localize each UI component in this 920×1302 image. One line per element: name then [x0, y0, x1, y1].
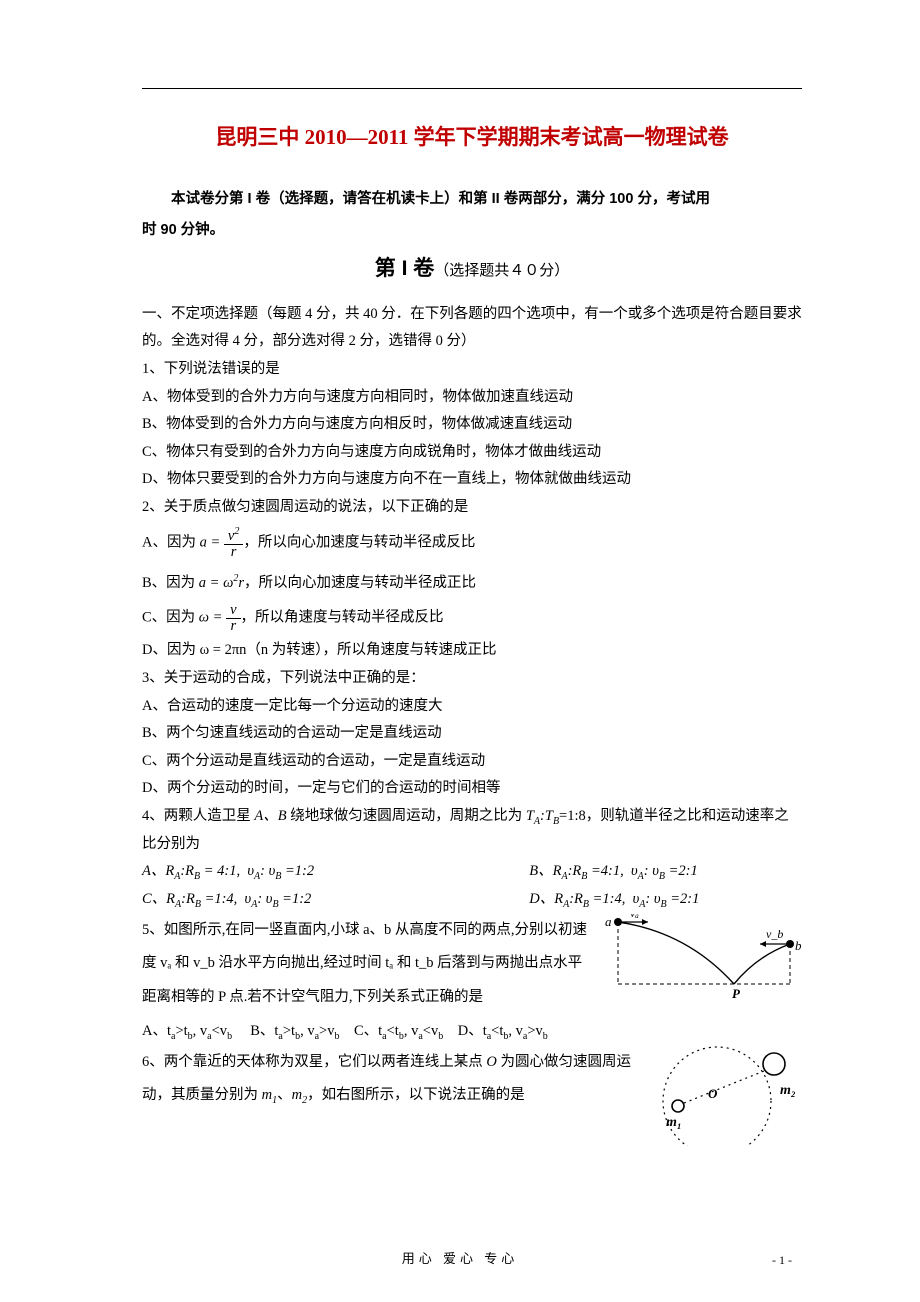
q2-a-fraction: v2r — [224, 527, 243, 559]
section-1-bold: 第 I 卷 — [375, 257, 435, 280]
q2-b-post: ，所以向心加速度与转动半径成正比 — [244, 575, 476, 591]
q2-opt-b: B、因为 a = ω2r，所以向心加速度与转动半径成正比 — [142, 569, 802, 597]
mcq-instruction: 一、不定项选择题（每题 4 分，共 40 分．在下列各题的四个选项中，有一个或多… — [142, 301, 802, 356]
q6-label-o: O — [708, 1086, 718, 1101]
q2-c-post: ，所以角速度与转动半径成反比 — [241, 610, 444, 626]
q2-a-formula: a = — [200, 535, 224, 551]
q1-opt-a: A、物体受到的合外力方向与速度方向相同时，物体做加速直线运动 — [142, 384, 802, 412]
header-rule — [142, 88, 802, 89]
page-title: 昆明三中 2010—2011 学年下学期期末考试高一物理试卷 — [142, 118, 802, 158]
q2-stem: 2、关于质点做匀速圆周运动的说法，以下正确的是 — [142, 494, 802, 522]
q2-opt-a: A、因为 a = v2r，所以向心加速度与转动半径成反比 — [142, 527, 802, 559]
q6-diagram: O m₁ m₂ — [652, 1046, 802, 1146]
q2-b-pre: B、因为 — [142, 575, 199, 591]
q4-row2: C、RA:RB =1:4, υA: υB =1:2 D、RA:RB =1:4, … — [142, 886, 802, 914]
footer-text: 用心 爱心 专心 — [402, 1251, 519, 1266]
q3-opt-b: B、两个匀速直线运动的合运动一定是直线运动 — [142, 720, 802, 748]
q2-c-fraction: vr — [226, 603, 240, 633]
q4-stem: 4、两颗人造卫星 A、B 绕地球做匀速圆周运动，周期之比为 TA:TB=1:8，… — [142, 803, 802, 858]
q2-b-formula: a = ω2r — [199, 575, 244, 591]
q4-opt-a: A、RA:RB = 4:1, υA: υB =1:2 — [142, 858, 442, 886]
q3-stem: 3、关于运动的合成，下列说法中正确的是： — [142, 665, 802, 693]
q1-opt-b: B、物体受到的合外力方向与速度方向相反时，物体做减速直线运动 — [142, 411, 802, 439]
q3-opt-d: D、两个分运动的时间，一定与它们的合运动的时间相等 — [142, 775, 802, 803]
q3-opt-a: A、合运动的速度一定比每一个分运动的速度大 — [142, 693, 802, 721]
q6-stem-m2: m2 — [292, 1087, 307, 1103]
q5-label-p: P — [732, 986, 741, 1000]
q1-opt-c: C、物体只有受到的合外力方向与速度方向成锐角时，物体才做曲线运动 — [142, 439, 802, 467]
q6-label-m2: m₂ — [780, 1083, 796, 1098]
exam-intro-line2: 时 90 分钟。 — [142, 217, 802, 245]
q2-c-formula-lhs: ω = — [199, 610, 226, 626]
q2-opt-c: C、因为 ω = vr，所以角速度与转动半径成反比 — [142, 603, 802, 633]
q2-d-text: D、因为 ω = 2πn（n 为转速），所以角速度与转速成正比 — [142, 642, 497, 658]
page-number: - 1 - — [772, 1249, 792, 1272]
q6-stem-m1: m1 — [262, 1087, 277, 1103]
q4-row1: A、RA:RB = 4:1, υA: υB =1:2 B、RA:RB =4:1,… — [142, 858, 802, 886]
q2-a-post: ，所以向心加速度与转动半径成反比 — [243, 535, 475, 551]
q1-opt-d: D、物体只要受到的合外力方向与速度方向不在一直线上，物体就做曲线运动 — [142, 466, 802, 494]
q2-opt-d: D、因为 ω = 2πn（n 为转速），所以角速度与转速成正比 — [142, 637, 802, 665]
q6-stem-pre: 6、两个靠近的天体称为双星，它们以两者连线上某点 — [142, 1054, 486, 1070]
q4-opt-c: C、RA:RB =1:4, υA: υB =1:2 — [142, 886, 442, 914]
q1-stem: 1、下列说法错误的是 — [142, 356, 802, 384]
q6-label-m1: m₁ — [666, 1115, 682, 1130]
section-1-heading: 第 I 卷（选择题共４０分） — [142, 249, 802, 289]
q4-stem-AB: A、B — [254, 808, 286, 824]
q6-stem-post: ，如右图所示，以下说法正确的是 — [307, 1087, 525, 1103]
q5-diagram: a vₐ b v_b P — [602, 914, 802, 1000]
q3-opt-c: C、两个分运动是直线运动的合运动，一定是直线运动 — [142, 748, 802, 776]
q5-opt-c: C、ta<tb, va<vb — [354, 1018, 443, 1046]
q5-label-va: vₐ — [630, 914, 639, 920]
q5-opts: A、ta>tb, va<vb B、ta>tb, va>vb C、ta<tb, v… — [142, 1018, 802, 1046]
exam-intro-line1: 本试卷分第 I 卷（选择题，请答在机读卡上）和第 II 卷两部分，满分 100 … — [142, 186, 802, 214]
q6-stem-o: O — [486, 1054, 496, 1070]
q4-stem-mid: 绕地球做匀速圆周运动，周期之比为 — [287, 808, 526, 824]
q4-opt-d: D、RA:RB =1:4, υA: υB =2:1 — [529, 886, 699, 914]
q5-opt-a: A、ta>tb, va<vb — [142, 1018, 232, 1046]
q5-label-vb: v_b — [766, 927, 783, 941]
q4-opt-b: B、RA:RB =4:1, υA: υB =2:1 — [529, 858, 697, 886]
q4-stem-T: TA:TB — [526, 808, 559, 824]
q5-label-b: b — [795, 938, 802, 953]
q5-opt-d: D、ta<tb, va>vb — [458, 1018, 548, 1046]
section-1-paren: （选择题共４０分） — [434, 263, 569, 279]
q4-stem-pre: 4、两颗人造卫星 — [142, 808, 254, 824]
q2-c-pre: C、因为 — [142, 610, 199, 626]
q5-label-a: a — [605, 914, 612, 929]
q2-a-pre: A、因为 — [142, 535, 200, 551]
q5-opt-b: B、ta>tb, va>vb — [250, 1018, 339, 1046]
page-footer: 用心 爱心 专心 - 1 - — [0, 1247, 920, 1272]
